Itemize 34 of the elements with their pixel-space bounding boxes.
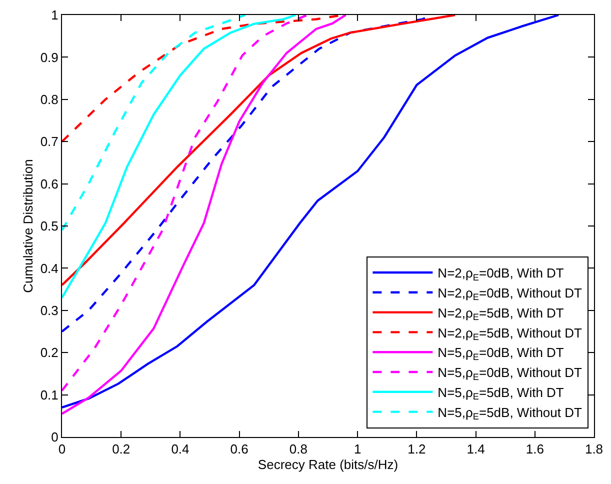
line-series — [62, 15, 308, 392]
legend-label: N=2,ρ$_{E}$=5dB, With DT — [438, 305, 564, 322]
x-axis-title: Secrecy Rate (bits/s/Hz) — [258, 457, 398, 472]
y-tick-label: 0.9 — [40, 50, 58, 65]
line-series — [62, 15, 347, 415]
legend-label: N=5,ρ$_{E}$=5dB, Without DT — [438, 404, 582, 422]
legend-label: N=2,ρ$_{E}$=5dB, Without DT — [438, 325, 582, 342]
legend-label: N=5,ρ$_{E}$=5dB, With DT — [438, 384, 564, 402]
x-tick-label: 1.4 — [466, 442, 485, 457]
x-tick-label: 0.4 — [171, 442, 190, 457]
y-tick-label: 0.3 — [40, 302, 58, 318]
x-tick-label: 0.8 — [289, 442, 308, 457]
y-tick-label: 0.2 — [40, 345, 58, 360]
y-tick-label: 0.4 — [40, 260, 58, 276]
y-tick-label: 0.5 — [40, 218, 58, 234]
legend-label: N=2,ρ$_{E}$=0dB, Without DT — [438, 285, 582, 302]
x-tick-label: 1 — [354, 442, 362, 457]
x-tick-label: 1.8 — [584, 442, 604, 457]
legend-label: N=2,ρ$_{E}$=0dB, With DT — [438, 266, 564, 282]
y-tick-label: 0 — [51, 430, 58, 445]
x-tick-label: 1.2 — [408, 442, 426, 457]
x-tick-label: 0.2 — [112, 442, 130, 457]
y-tick-label: 0.6 — [40, 176, 58, 192]
y-tick-label: 0.7 — [40, 134, 58, 150]
line-series — [62, 15, 246, 232]
x-tick-label: 1.6 — [526, 442, 544, 457]
legend-label: N=5,ρ$_{E}$=0dB, With DT — [438, 345, 564, 362]
line-series — [62, 15, 297, 299]
y-axis-title: Cumulative Distribution — [20, 159, 36, 293]
x-tick-label: 0.6 — [230, 442, 248, 457]
y-tick-label: 0.1 — [40, 387, 58, 402]
y-tick-label: 0.8 — [40, 92, 58, 107]
y-tick-label: 1 — [51, 8, 58, 23]
legend-label: N=5,ρ$_{E}$=0dB, Without DT — [438, 365, 582, 382]
